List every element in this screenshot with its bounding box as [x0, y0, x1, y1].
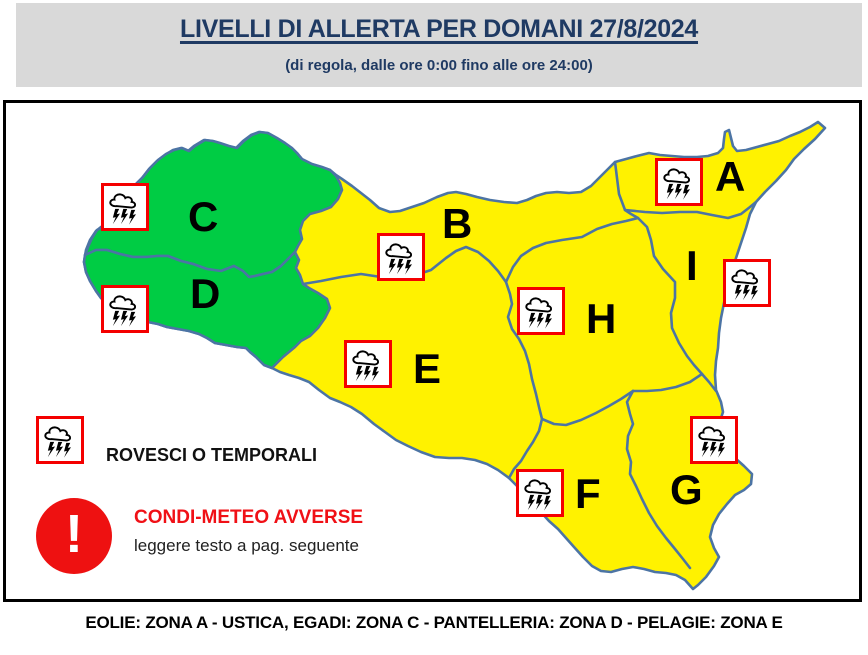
legend-storm-label: ROVESCI O TEMPORALI	[106, 445, 318, 465]
adverse-weather-title: CONDI-METEO AVVERSE	[134, 507, 364, 528]
header-banner: LIVELLI DI ALLERTA PER DOMANI 27/8/2024 …	[16, 3, 862, 87]
storm-icon-zone-f	[516, 469, 564, 517]
adverse-weather-note: leggere testo a pag. seguente	[134, 536, 359, 555]
sicily-map	[82, 120, 827, 591]
storm-icon	[382, 238, 420, 276]
storm-icon	[349, 345, 387, 383]
storm-icon-zone-b	[377, 233, 425, 281]
exclamation-glyph: !	[65, 504, 83, 564]
storm-icon	[660, 163, 698, 201]
storm-icon	[106, 290, 144, 328]
page-title: LIVELLI DI ALLERTA PER DOMANI 27/8/2024	[179, 15, 699, 43]
border-A-I	[623, 200, 758, 220]
warning-exclamation-icon: !	[36, 498, 112, 574]
storm-icon	[106, 188, 144, 226]
legend-storm-icon-box	[36, 416, 84, 464]
border-H-I	[636, 216, 704, 376]
storm-icon	[728, 264, 766, 302]
zone-F-label: F	[575, 470, 601, 517]
alert-map-frame: A B C D E F G H I ROVESCI O TEMPORALI ! …	[3, 100, 862, 602]
storm-icon-zone-d	[101, 285, 149, 333]
storm-icon-zone-h	[517, 287, 565, 335]
storm-icon	[695, 421, 733, 459]
border-F-G	[625, 389, 692, 570]
zone-D-region	[82, 248, 332, 370]
storm-icon	[522, 292, 560, 330]
border-I-G	[700, 372, 718, 393]
storm-icon-zone-g	[690, 416, 738, 464]
zone-C-label: C	[188, 193, 219, 240]
storm-icon	[521, 474, 559, 512]
zone-D-label: D	[190, 270, 221, 317]
page-subtitle: (di regola, dalle ore 0:00 fino alle ore…	[285, 57, 593, 74]
zone-H-label: H	[586, 295, 617, 342]
border-E-H-F	[504, 280, 544, 480]
zone-G-label: G	[670, 466, 703, 513]
storm-icon	[41, 421, 79, 459]
zone-E-label: E	[413, 345, 442, 392]
storm-icon-zone-i	[723, 259, 771, 307]
storm-icon-zone-e	[344, 340, 392, 388]
zone-B-label: B	[442, 200, 473, 247]
storm-icon-zone-c	[101, 183, 149, 231]
islands-zones-note: EOLIE: ZONA A - USTICA, EGADI: ZONA C - …	[85, 613, 783, 632]
storm-icon-zone-a	[655, 158, 703, 206]
border-F-H	[540, 389, 635, 427]
zone-I-label: I	[686, 242, 698, 289]
zone-A-label: A	[715, 153, 746, 200]
border-G-H	[631, 372, 704, 393]
